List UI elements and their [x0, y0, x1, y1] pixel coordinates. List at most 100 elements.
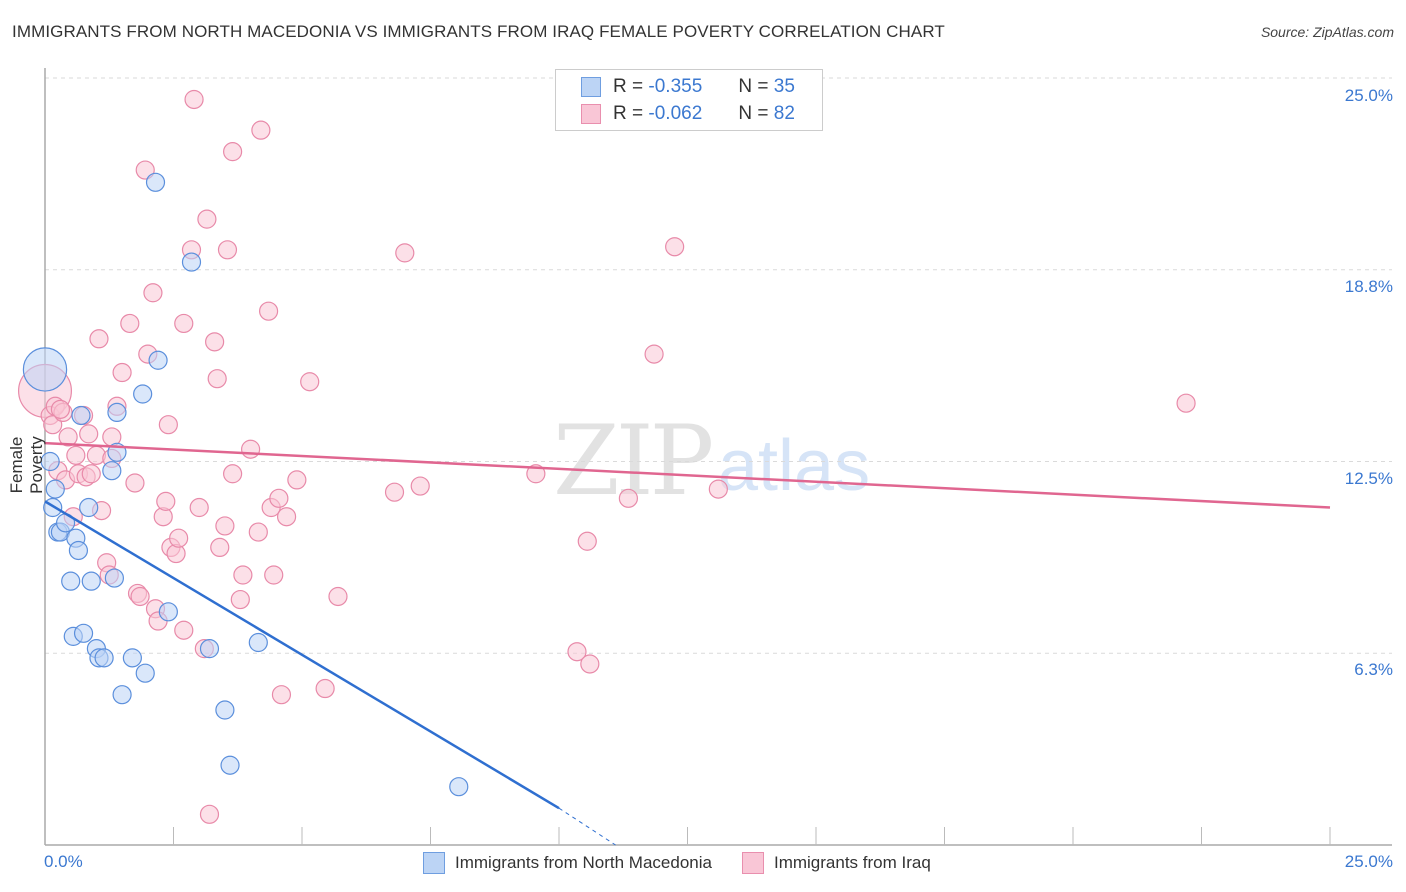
- blue-swatch-icon: [581, 77, 601, 97]
- data-point: [89, 329, 109, 349]
- r-label: R =: [613, 103, 644, 124]
- y-tick-6-3: 6.3%: [1354, 660, 1393, 679]
- blue-swatch-icon: [423, 852, 445, 874]
- data-point: [169, 528, 189, 548]
- pink-swatch-icon: [741, 852, 764, 874]
- data-point: [223, 142, 243, 162]
- data-point: [205, 332, 225, 352]
- data-point: [156, 491, 176, 511]
- data-point: [276, 507, 297, 527]
- iraq-trend-line: [44, 441, 1331, 509]
- data-point: [328, 586, 348, 607]
- data-point: [526, 464, 546, 484]
- data-point: [158, 602, 178, 622]
- data-point: [264, 565, 284, 585]
- data-point: [130, 586, 150, 607]
- data-point: [145, 172, 166, 192]
- data-point: [197, 209, 217, 229]
- r-value: -0.062: [648, 103, 703, 124]
- trend-lines: [44, 441, 1331, 846]
- data-point: [50, 399, 71, 419]
- data-point: [708, 479, 728, 499]
- data-point: [135, 160, 155, 180]
- data-point: [122, 648, 142, 668]
- legend-row-iraq: R = -0.062 N = 82: [581, 102, 795, 126]
- data-point: [61, 571, 81, 591]
- data-point: [125, 473, 145, 493]
- y-axis-label: Female Poverty: [7, 436, 46, 494]
- r-label: R =: [613, 76, 644, 97]
- pink-swatch-icon: [581, 104, 601, 124]
- data-point: [22, 347, 68, 392]
- data-point: [112, 362, 132, 383]
- data-point: [71, 405, 91, 426]
- data-point: [174, 620, 194, 640]
- data-point: [79, 424, 99, 444]
- data-point: [79, 497, 99, 518]
- data-point: [133, 384, 153, 404]
- n-label: N =: [738, 103, 769, 124]
- legend-row-north-macedonia: R = -0.355 N = 35: [581, 75, 795, 99]
- data-point: [184, 89, 204, 110]
- n-value: 35: [773, 76, 795, 97]
- data-point: [241, 439, 261, 459]
- data-point: [120, 313, 140, 334]
- data-point: [618, 488, 638, 508]
- legend-item-north-macedonia[interactable]: Immigrants from North Macedonia: [423, 852, 712, 874]
- legend-label: Immigrants from Iraq: [773, 853, 931, 872]
- data-point: [384, 482, 405, 502]
- data-point: [233, 565, 253, 585]
- data-point: [248, 632, 268, 653]
- data-point: [300, 372, 320, 392]
- data-point: [215, 700, 235, 720]
- data-point: [207, 369, 227, 389]
- data-point: [181, 252, 202, 272]
- data-point: [215, 516, 235, 536]
- data-point: [210, 537, 230, 558]
- n-value: 82: [773, 103, 795, 124]
- data-point: [230, 589, 250, 610]
- x-tick-0: 0.0%: [44, 852, 83, 871]
- data-point: [73, 623, 94, 643]
- data-point: [1176, 393, 1196, 413]
- series-north-macedonia-points: [22, 172, 469, 797]
- chart-title: IMMIGRANTS FROM NORTH MACEDONIA VS IMMIG…: [12, 22, 945, 41]
- data-point: [287, 470, 307, 490]
- watermark-atlas: atlas: [718, 426, 871, 506]
- data-point: [112, 685, 132, 705]
- data-point: [580, 654, 600, 674]
- y-tick-25: 25.0%: [1344, 86, 1393, 105]
- data-point: [315, 678, 335, 699]
- north-macedonia-trend-line: [44, 500, 560, 810]
- legend-item-iraq[interactable]: Immigrants from Iraq: [741, 852, 931, 874]
- data-point: [258, 301, 279, 321]
- data-point: [45, 479, 65, 499]
- data-point: [410, 476, 430, 496]
- data-point: [158, 415, 178, 435]
- data-point: [40, 451, 60, 472]
- north-macedonia-trend-extension: [558, 807, 616, 846]
- data-point: [94, 648, 114, 668]
- correlation-legend: R = -0.355 N = 35 R = -0.062 N = 82: [555, 69, 823, 131]
- source-label: Source: ZipAtlas.com: [1260, 24, 1394, 40]
- data-point: [271, 685, 292, 705]
- data-point: [644, 344, 664, 364]
- data-point: [223, 464, 243, 484]
- data-point: [58, 427, 78, 447]
- data-point: [68, 540, 89, 561]
- data-point: [577, 531, 597, 551]
- data-point: [102, 461, 122, 481]
- y-tick-18-8: 18.8%: [1344, 277, 1393, 296]
- data-point: [107, 402, 127, 423]
- data-point: [189, 497, 209, 518]
- data-point: [86, 445, 107, 465]
- data-point: [269, 488, 289, 508]
- data-point: [66, 445, 86, 465]
- data-point: [143, 283, 163, 303]
- data-point: [135, 663, 155, 683]
- r-value: -0.355: [648, 76, 703, 97]
- data-point: [43, 415, 63, 435]
- series-legend: Immigrants from North Macedonia Immigran…: [423, 852, 961, 874]
- x-tick-25: 25.0%: [1344, 852, 1393, 871]
